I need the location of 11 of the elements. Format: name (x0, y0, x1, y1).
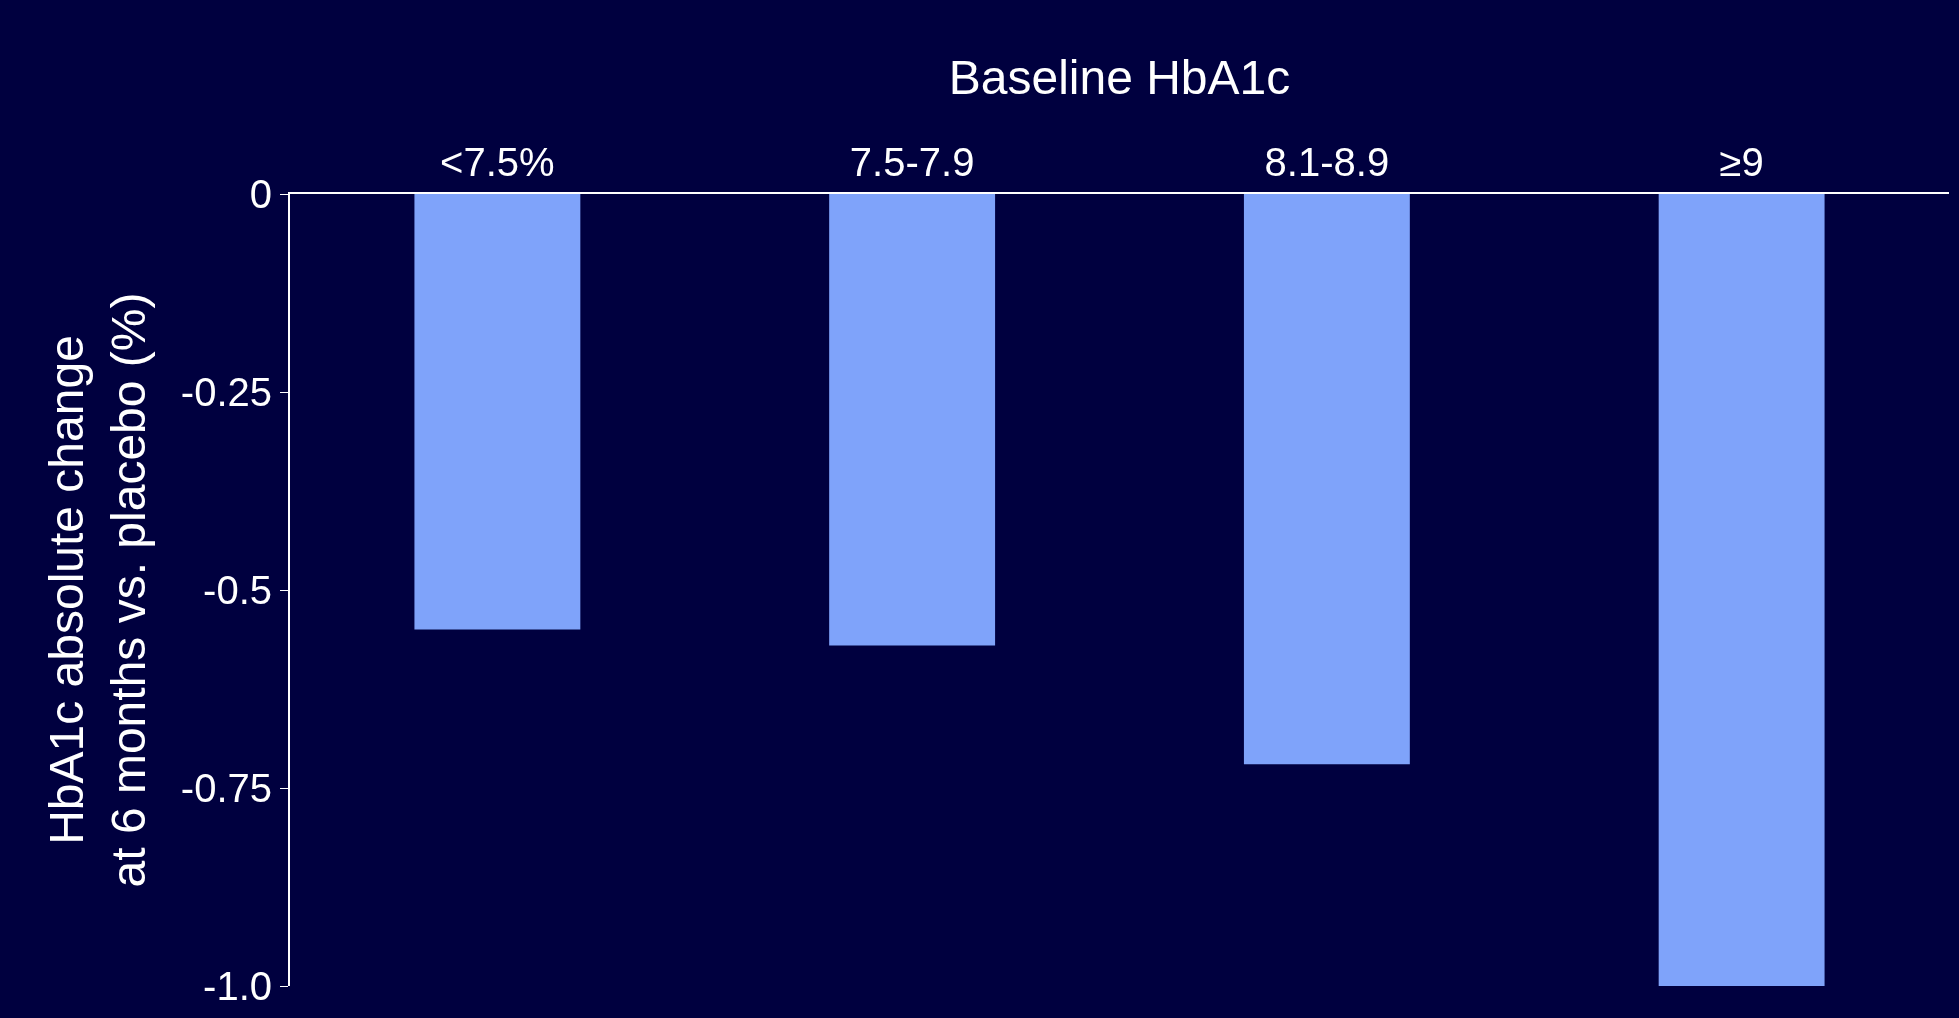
y-tick-label: -1.0 (203, 964, 272, 1008)
x-tick-label: 8.1-8.9 (1264, 140, 1390, 184)
x-tick-label: 7.5-7.9 (849, 140, 975, 184)
y-tick-label: -0.5 (203, 568, 272, 612)
x-axis-title: Baseline HbA1c (948, 51, 1291, 105)
y-axis-title: HbA1c absolute change at 6 months vs. placebo (%) (39, 292, 156, 888)
y-tick-label: -0.75 (180, 766, 272, 810)
y-tick-label: 0 (249, 172, 272, 216)
x-tick-label: ≥9 (1719, 140, 1764, 184)
y-tick-label: -0.25 (180, 370, 272, 414)
x-tick-label: <7.5% (440, 140, 555, 184)
